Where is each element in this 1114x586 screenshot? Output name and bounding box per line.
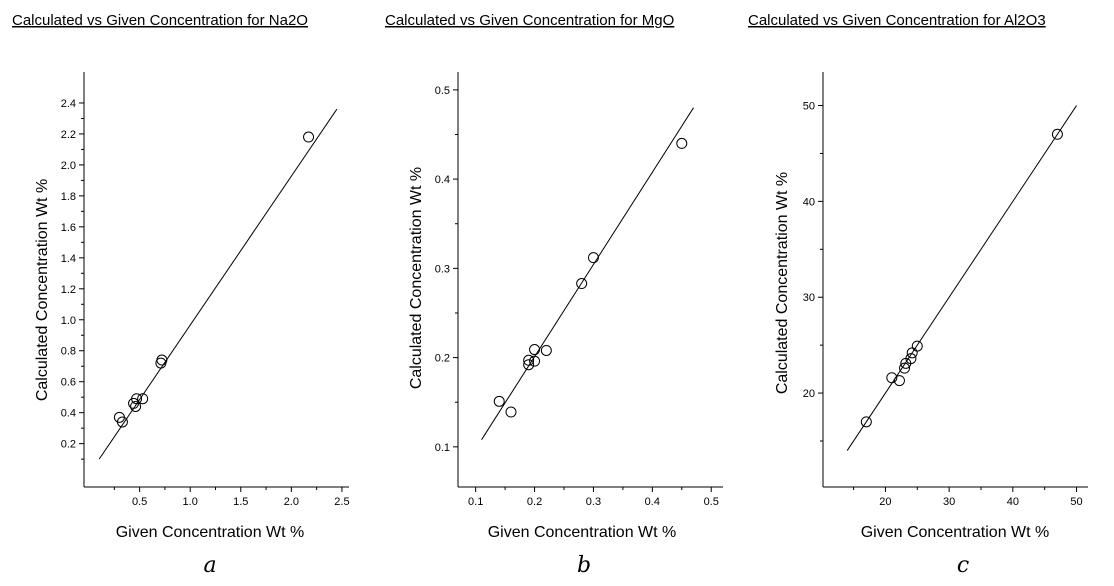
chart-b-data-point: [676, 137, 688, 149]
chart-c-y-tick-label: 50: [803, 101, 815, 113]
chart-a-x-axis-label: Given Concentration Wt %: [116, 524, 305, 541]
chart-b-data-point: [493, 395, 505, 407]
chart-a-y-tick-label: 1.4: [61, 253, 76, 265]
chart-a-x-tick-label: 2.0: [284, 496, 299, 508]
chart-c-x-tick-label: 30: [943, 496, 955, 508]
chart-c-x-axis-label: Given Concentration Wt %: [861, 524, 1050, 541]
chart-c-y-axis-label: Calculated Concentration Wt %: [774, 172, 791, 394]
chart-b-y-tick-label: 0.4: [435, 174, 450, 186]
chart-a-data-point: [116, 416, 128, 428]
chart-c-y-tick-label: 20: [803, 388, 815, 400]
chart-b-y-tick-label: 0.3: [435, 263, 450, 275]
chart-a-title: Calculated vs Given Concentration for Na…: [12, 12, 308, 29]
chart-b-x-tick-label: 0.3: [586, 496, 601, 508]
chart-a-x-tick-label: 1.5: [233, 496, 248, 508]
chart-a-y-tick-label: 2.2: [61, 129, 76, 141]
chart-b-data-point: [576, 278, 588, 290]
chart-b-data-point: [587, 252, 599, 264]
chart-b-y-tick-label: 0.2: [435, 353, 450, 365]
chart-c-y-tick-label: 40: [803, 196, 815, 208]
chart-a-data-point: [137, 393, 149, 405]
chart-b-data-point: [540, 344, 552, 356]
chart-b-title: Calculated vs Given Concentration for Mg…: [385, 12, 674, 29]
chart-c-panel-label: c: [957, 553, 969, 578]
chart-c-title: Calculated vs Given Concentration for Al…: [748, 12, 1046, 29]
chart-b-x-tick-label: 0.1: [468, 496, 483, 508]
chart-b-y-tick-label: 0.1: [435, 442, 450, 454]
chart-c-data-point: [893, 375, 905, 387]
chart-a-x-tick-label: 0.5: [132, 496, 147, 508]
chart-c-data-point: [860, 416, 872, 428]
chart-a-y-tick-label: 2.4: [61, 98, 76, 110]
chart-a-y-tick-label: 1.0: [61, 315, 76, 327]
chart-b-data-point: [523, 359, 535, 371]
chart-a-y-tick-label: 0.6: [61, 377, 76, 389]
chart-a-data-point: [303, 131, 315, 143]
chart-a-y-axis-label: Calculated Concentration Wt %: [34, 179, 51, 401]
chart-b-data-point: [529, 344, 541, 356]
chart-a-y-tick-label: 0.8: [61, 346, 76, 358]
chart-b-x-tick-label: 0.4: [645, 496, 660, 508]
chart-c-data-point: [905, 353, 917, 365]
chart-c-x-tick-label: 40: [1007, 496, 1019, 508]
chart-b-x-axis-label: Given Concentration Wt %: [488, 524, 677, 541]
chart-b-y-tick-label: 0.5: [435, 85, 450, 97]
chart-b-y-axis-label: Calculated Concentration Wt %: [408, 167, 425, 389]
chart-c-data-point: [911, 340, 923, 352]
chart-a-fit-line: [98, 108, 338, 460]
chart-b-x-tick-label: 0.5: [704, 496, 719, 508]
chart-a-y-tick-label: 0.2: [61, 439, 76, 451]
chart-a-y-tick-label: 1.2: [61, 284, 76, 296]
chart-b-panel-label: b: [577, 553, 591, 578]
chart-b-data-point: [505, 406, 517, 418]
chart-a-data-point: [156, 354, 168, 366]
chart-a-y-tick-label: 2.0: [61, 160, 76, 172]
chart-c-data-point: [886, 372, 898, 384]
chart-c-data-point: [899, 362, 911, 374]
chart-a-data-point: [130, 400, 142, 412]
chart-a-y-tick-label: 1.6: [61, 222, 76, 234]
chart-c-x-tick-label: 50: [1070, 496, 1082, 508]
chart-c-y-tick-label: 30: [803, 292, 815, 304]
chart-a-panel-label: a: [203, 553, 216, 578]
chart-a-x-tick-label: 1.0: [183, 496, 198, 508]
chart-a-x-tick-label: 2.5: [334, 496, 349, 508]
chart-a-data-point: [131, 393, 143, 405]
chart-b-data-point: [523, 354, 535, 366]
chart-b-fit-line: [481, 107, 694, 440]
chart-a-y-tick-label: 1.8: [61, 191, 76, 203]
chart-a-y-tick-label: 0.4: [61, 408, 76, 420]
chart-b-data-point: [529, 355, 541, 367]
chart-c-fit-line: [846, 105, 1077, 451]
chart-c-x-tick-label: 20: [879, 496, 891, 508]
chart-c-data-point: [1051, 128, 1063, 140]
chart-b-x-tick-label: 0.2: [527, 496, 542, 508]
